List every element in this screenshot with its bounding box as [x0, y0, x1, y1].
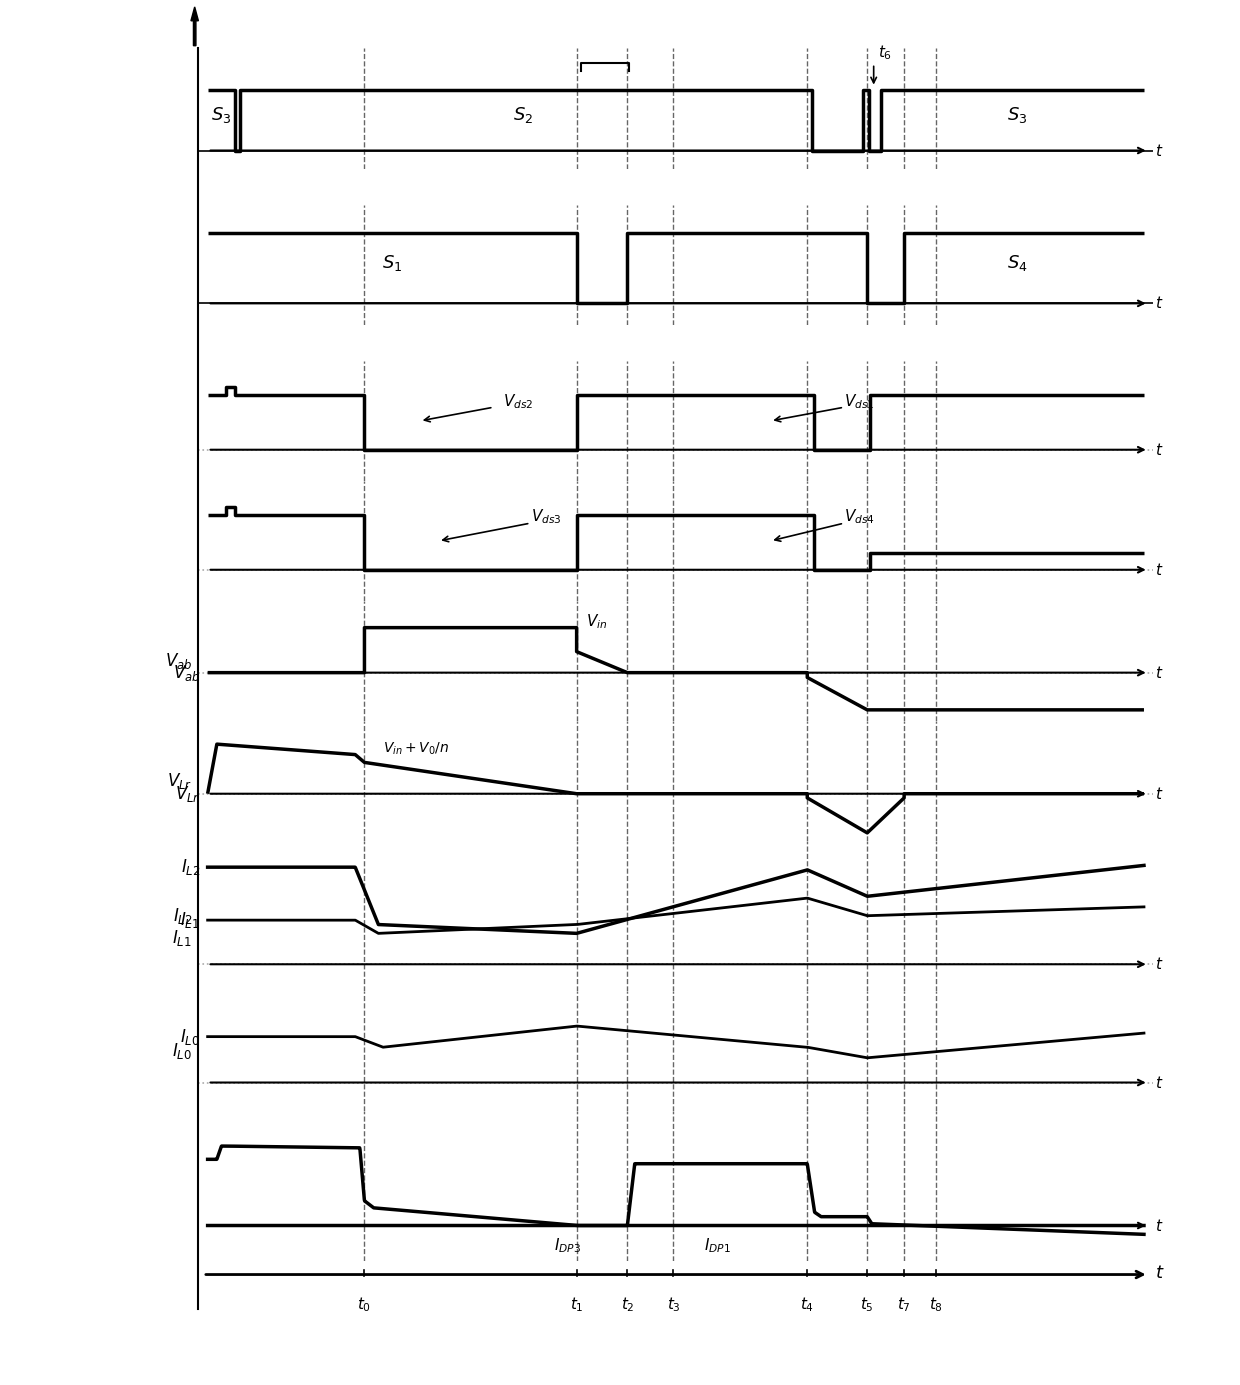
Text: $t_2$: $t_2$: [620, 1295, 634, 1314]
Text: $t$: $t$: [1154, 295, 1163, 312]
Text: $S_3$: $S_3$: [211, 105, 232, 126]
Text: $I_{L1}$: $I_{L1}$: [181, 910, 200, 931]
Text: $V_{in}$: $V_{in}$: [585, 612, 608, 630]
Text: $S_4$: $S_4$: [1007, 253, 1028, 273]
Text: $t$: $t$: [1154, 1265, 1164, 1283]
Text: $I_{L2}$: $I_{L2}$: [181, 857, 200, 877]
Text: $t$: $t$: [1154, 562, 1163, 578]
Text: $t$: $t$: [1154, 1217, 1163, 1234]
Text: $V_{ds4}$: $V_{ds4}$: [844, 508, 875, 526]
Text: $t$: $t$: [1154, 442, 1163, 457]
Text: $t_3$: $t_3$: [667, 1295, 681, 1314]
Text: $t$: $t$: [1154, 143, 1163, 158]
Text: $S_1$: $S_1$: [382, 253, 402, 273]
Text: $I_{L0}$: $I_{L0}$: [172, 1040, 192, 1061]
Text: $V_{ds3}$: $V_{ds3}$: [531, 508, 562, 526]
Text: $V_{Lr}$: $V_{Lr}$: [175, 784, 200, 803]
Text: $S_2$: $S_2$: [513, 105, 533, 126]
Text: $t_4$: $t_4$: [800, 1295, 815, 1314]
Text: $V_{ds2}$: $V_{ds2}$: [503, 392, 533, 410]
Text: $V_{in}+V_0/n$: $V_{in}+V_0/n$: [383, 741, 449, 758]
Text: $S_3$: $S_3$: [1007, 105, 1027, 126]
Text: $V_{ds1}$: $V_{ds1}$: [844, 392, 874, 410]
Text: $t_8$: $t_8$: [930, 1295, 944, 1314]
Text: $t_5$: $t_5$: [861, 1295, 874, 1314]
Text: $t_6$: $t_6$: [878, 43, 893, 62]
Text: $V_{ab}$: $V_{ab}$: [165, 651, 192, 670]
Text: $I_{DP3}$: $I_{DP3}$: [554, 1237, 580, 1255]
Text: $I_{L1}$: $I_{L1}$: [172, 928, 192, 949]
Text: $t$: $t$: [1154, 785, 1163, 802]
Text: $I_{L2}$: $I_{L2}$: [172, 906, 192, 925]
Text: $I_{DP1}$: $I_{DP1}$: [704, 1237, 730, 1255]
Text: $t$: $t$: [1154, 665, 1163, 680]
Text: $t$: $t$: [1154, 956, 1163, 972]
Text: $t$: $t$: [1154, 1075, 1163, 1090]
Text: $I_{L0}$: $I_{L0}$: [180, 1026, 200, 1047]
Text: $t_0$: $t_0$: [357, 1295, 372, 1314]
Text: $t_1$: $t_1$: [570, 1295, 584, 1314]
Text: $t_7$: $t_7$: [898, 1295, 911, 1314]
Text: $V_{Lr}$: $V_{Lr}$: [167, 770, 192, 791]
Text: $V_{ab}$: $V_{ab}$: [172, 662, 200, 683]
